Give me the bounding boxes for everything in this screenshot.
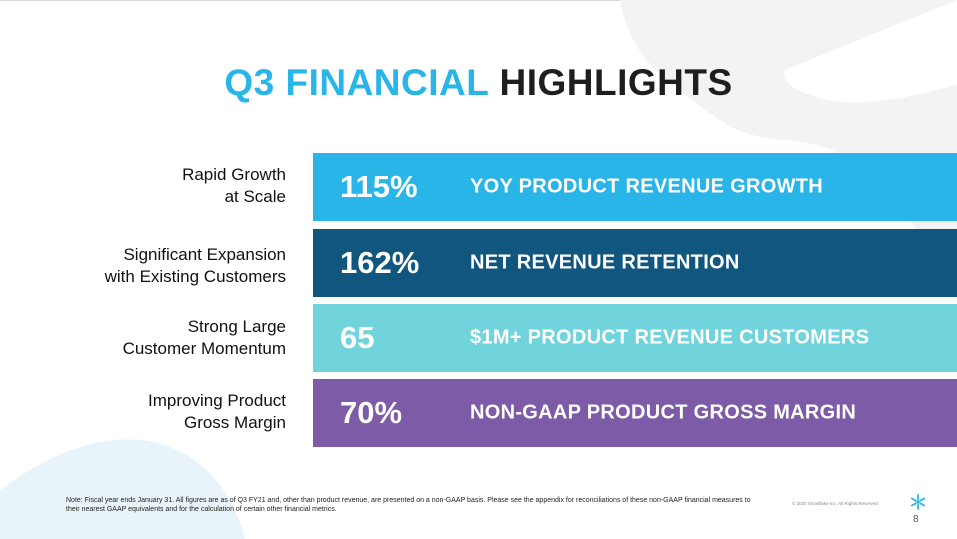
footnote: Note: Fiscal year ends January 31. All f… [66,497,751,513]
title-rest: HIGHLIGHTS [499,62,733,103]
metric-band-gross-margin: 70% NON-GAAP PRODUCT GROSS MARGIN [313,379,957,447]
metric-description: YOY PRODUCT REVENUE GROWTH [470,175,824,198]
page-number: 8 [913,514,919,525]
row-label-line2: Customer Momentum [122,339,286,358]
background-shape-left [0,439,245,539]
row-label-expansion: Significant Expansion with Existing Cust… [26,244,286,288]
row-label-growth: Rapid Growth at Scale [26,164,286,208]
copyright-notice: © 2020 Snowflake Inc. All Rights Reserve… [792,501,879,506]
row-label-customer-momentum: Strong Large Customer Momentum [26,316,286,360]
top-divider [0,0,957,1]
metric-description: $1M+ PRODUCT REVENUE CUSTOMERS [470,326,870,349]
row-label-line1: Improving Product [148,391,286,410]
metric-band-net-retention: 162% NET REVENUE RETENTION [313,229,957,297]
row-label-line2: with Existing Customers [104,267,286,286]
metric-description: NET REVENUE RETENTION [470,251,740,274]
row-label-line1: Rapid Growth [182,165,286,184]
metric-description: NON-GAAP PRODUCT GROSS MARGIN [470,401,857,424]
snowflake-logo-icon [910,494,926,510]
metric-band-revenue-growth: 115% YOY PRODUCT REVENUE GROWTH [313,153,957,221]
row-label-gross-margin: Improving Product Gross Margin [26,390,286,434]
row-label-line2: at Scale [224,187,286,206]
row-label-line1: Strong Large [187,317,286,336]
metric-value: 115% [340,169,418,204]
page-title: Q3 FINANCIAL HIGHLIGHTS [0,62,957,104]
row-label-line1: Significant Expansion [123,245,286,264]
metric-band-large-customers: 65 $1M+ PRODUCT REVENUE CUSTOMERS [313,304,957,372]
metric-value: 65 [340,320,375,355]
metric-value: 70% [340,395,403,430]
title-highlight: Q3 FINANCIAL [224,62,489,103]
row-label-line2: Gross Margin [183,413,286,432]
metric-value: 162% [340,245,420,280]
